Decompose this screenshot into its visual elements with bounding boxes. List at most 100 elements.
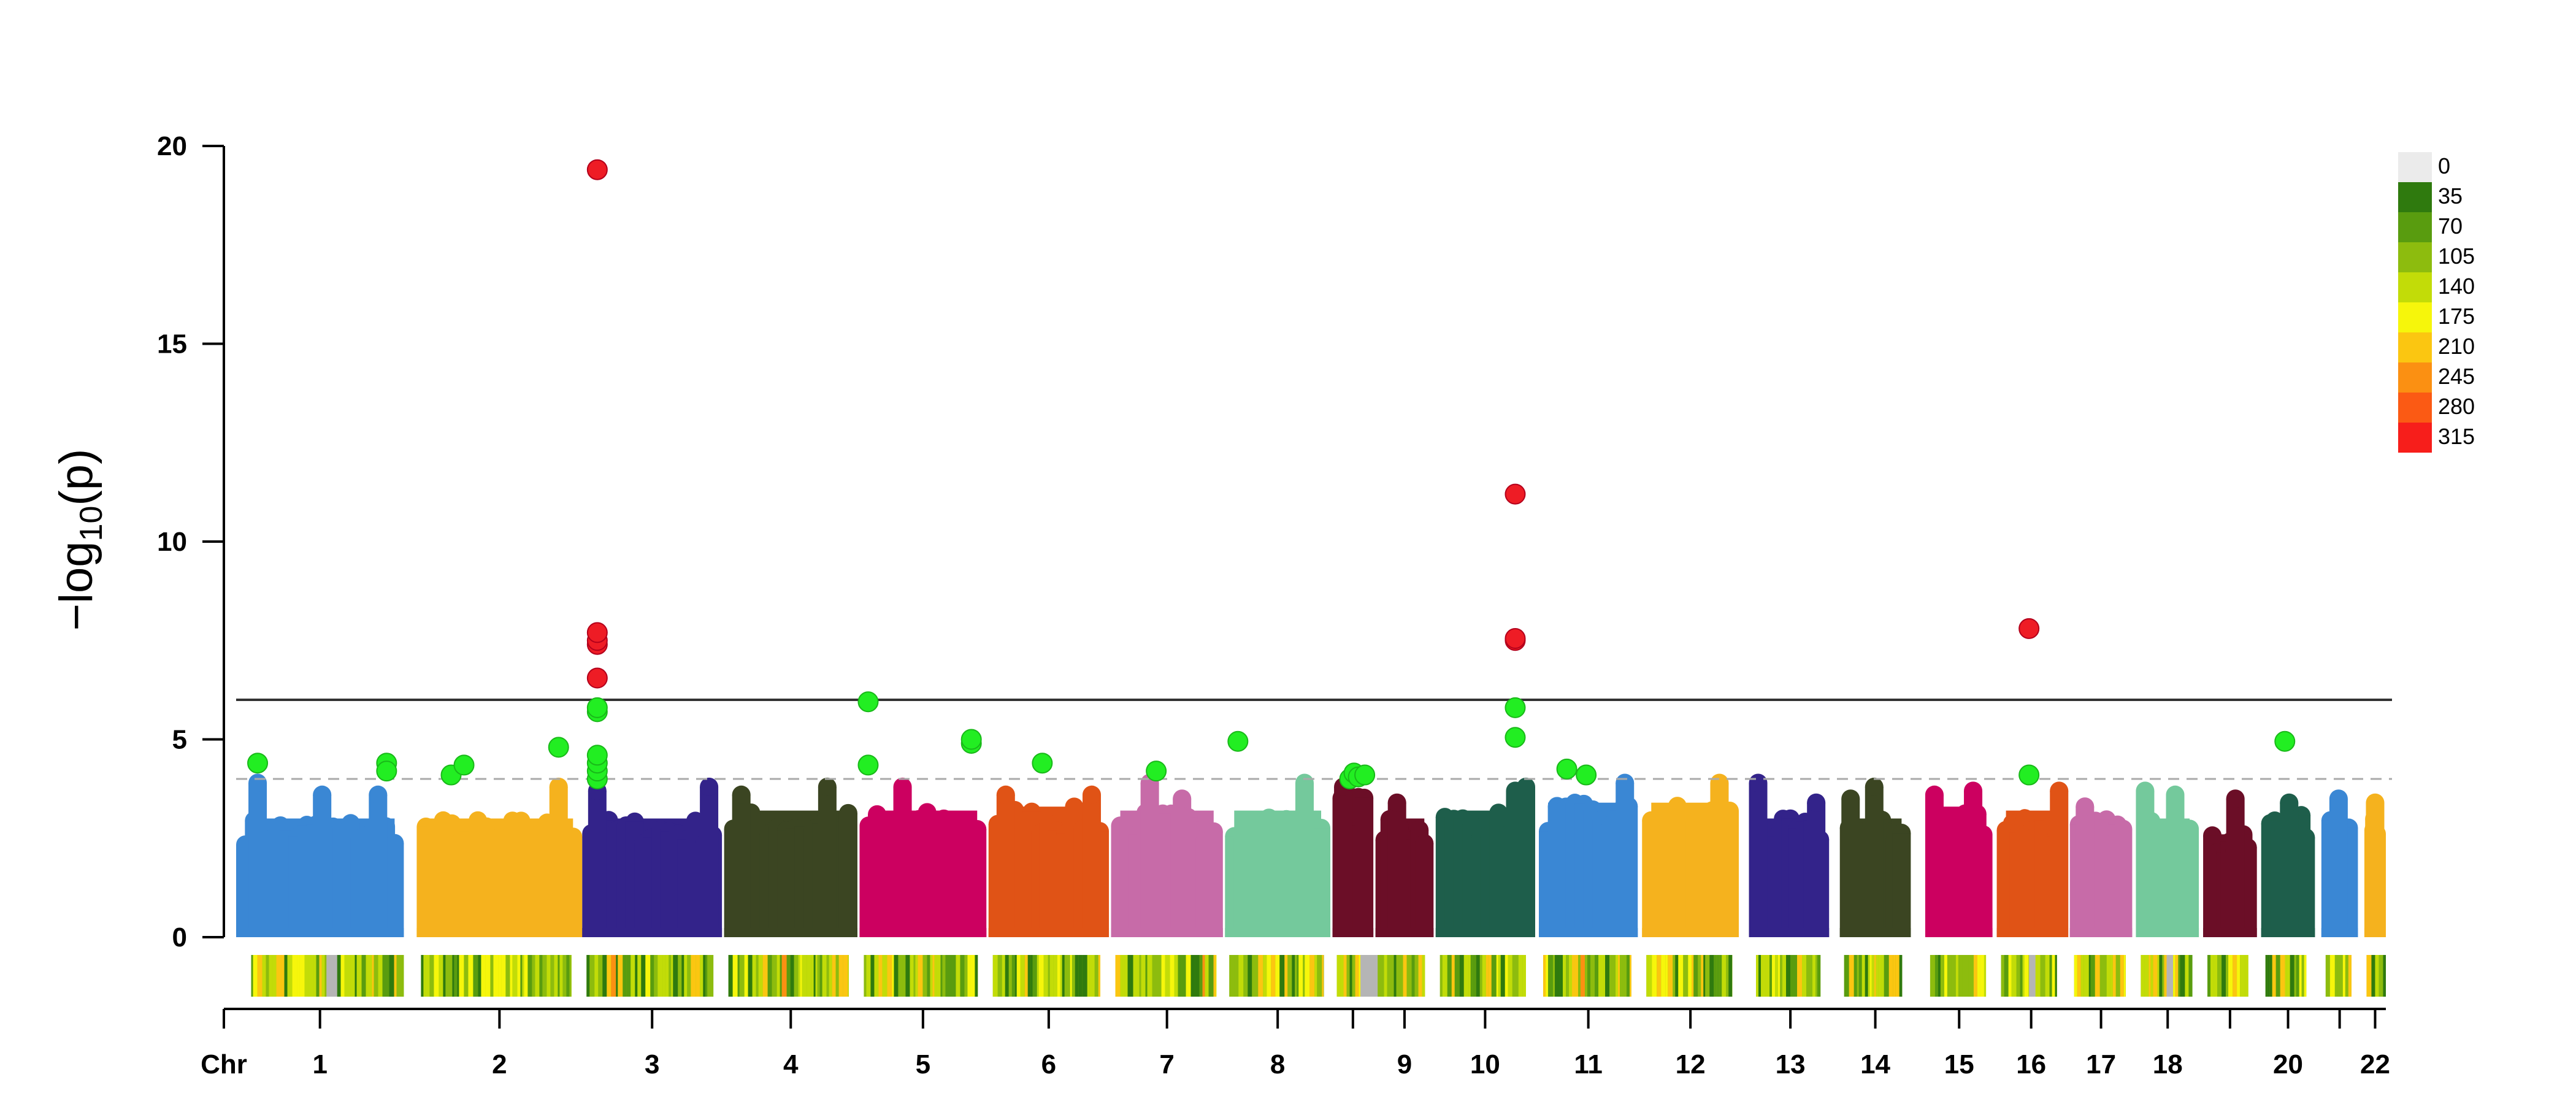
density-cell bbox=[1053, 955, 1057, 997]
density-cell bbox=[800, 955, 802, 997]
density-cell bbox=[367, 955, 372, 997]
snp-point bbox=[1749, 773, 1768, 792]
density-cell bbox=[2004, 955, 2009, 997]
peak-column bbox=[818, 786, 837, 937]
density-cell bbox=[1346, 955, 1350, 997]
x-tick-label: 3 bbox=[645, 1049, 659, 1079]
legend-swatch bbox=[2398, 152, 2432, 182]
snp-point bbox=[818, 777, 837, 796]
density-cell bbox=[1403, 955, 1407, 997]
density-cell bbox=[1234, 955, 1239, 997]
density-cell bbox=[1815, 955, 1818, 997]
density-cell bbox=[425, 955, 430, 997]
density-cell bbox=[967, 955, 971, 997]
snp-point bbox=[700, 777, 719, 796]
density-cell bbox=[1673, 955, 1676, 997]
density-cell bbox=[2178, 955, 2180, 997]
density-cell bbox=[802, 955, 807, 997]
x-axis-prefix-label: Chr bbox=[201, 1049, 247, 1079]
density-cell bbox=[1075, 955, 1079, 997]
density-cell bbox=[798, 955, 800, 997]
density-cell bbox=[2337, 955, 2343, 997]
density-cell bbox=[1728, 955, 1733, 997]
suggestive-snp-point bbox=[586, 745, 608, 766]
density-gap bbox=[2029, 955, 2036, 997]
suggestive-snp-point bbox=[1576, 764, 1597, 786]
density-cell bbox=[1064, 955, 1067, 997]
density-cell bbox=[2375, 955, 2379, 997]
significant-snp-point bbox=[586, 667, 608, 689]
density-cell bbox=[1518, 955, 1523, 997]
density-cell bbox=[1665, 955, 1668, 997]
chromosome-15 bbox=[1925, 781, 1993, 937]
density-cell bbox=[1780, 955, 1783, 997]
baseline-fill bbox=[859, 928, 987, 937]
density-cell bbox=[2090, 955, 2095, 997]
density-cell bbox=[594, 955, 599, 997]
density-cell bbox=[592, 955, 595, 997]
density-cell bbox=[1938, 955, 1941, 997]
density-cell bbox=[1248, 955, 1252, 997]
density-cell bbox=[2233, 955, 2237, 997]
density-cell bbox=[728, 955, 733, 997]
density-cell bbox=[1186, 955, 1188, 997]
y-axis-label-subscript: 10 bbox=[74, 506, 109, 542]
peak-column bbox=[588, 791, 607, 937]
density-cell bbox=[767, 955, 772, 997]
density-cell bbox=[1243, 955, 1248, 997]
density-cell bbox=[522, 955, 524, 997]
peak-column bbox=[549, 786, 568, 937]
density-cell bbox=[691, 955, 696, 997]
density-cell bbox=[1678, 955, 1684, 997]
x-tick-label: 2 bbox=[492, 1049, 507, 1079]
density-cell bbox=[942, 955, 946, 997]
density-cell bbox=[473, 955, 478, 997]
peak-column bbox=[996, 794, 1015, 937]
density-strip bbox=[1439, 955, 1526, 997]
density-cell bbox=[1229, 955, 1235, 997]
density-cell bbox=[546, 955, 551, 997]
density-cell bbox=[930, 955, 933, 997]
x-tick-label: 7 bbox=[1159, 1049, 1174, 1079]
density-cell bbox=[1305, 955, 1310, 997]
legend-swatch bbox=[2398, 242, 2432, 272]
suggestive-snp-point bbox=[247, 753, 269, 774]
density-cell bbox=[2285, 955, 2287, 997]
legend-swatch bbox=[2398, 182, 2432, 212]
suggestive-snp-point bbox=[586, 697, 608, 718]
density-cell bbox=[1934, 955, 1938, 997]
density-cell bbox=[744, 955, 748, 997]
density-cell bbox=[1295, 955, 1297, 997]
chromosome-11 bbox=[1539, 773, 1638, 937]
x-tick-label: 20 bbox=[2273, 1049, 2303, 1079]
density-cell bbox=[773, 955, 777, 997]
density-cell bbox=[1616, 955, 1619, 997]
peak-column bbox=[1616, 783, 1635, 937]
density-cell bbox=[1955, 955, 1958, 997]
density-cell bbox=[1958, 955, 1963, 997]
density-cell bbox=[1668, 955, 1673, 997]
baseline-fill bbox=[2203, 928, 2257, 937]
legend-swatch bbox=[2398, 393, 2432, 423]
density-cell bbox=[1888, 955, 1893, 997]
density-cell bbox=[1082, 955, 1087, 997]
x-tick-label: 17 bbox=[2086, 1049, 2116, 1079]
density-cell bbox=[1947, 955, 1952, 997]
density-cell bbox=[1190, 955, 1195, 997]
density-cell bbox=[1505, 955, 1508, 997]
density-cell bbox=[882, 955, 887, 997]
density-cell bbox=[887, 955, 892, 997]
snp-density-strips bbox=[251, 955, 2386, 997]
peak-column bbox=[1925, 794, 1944, 937]
density-cell bbox=[1463, 955, 1469, 997]
density-cell bbox=[1202, 955, 1205, 997]
x-tick-label: 13 bbox=[1776, 1049, 1806, 1079]
chromosome-segment-21 bbox=[2321, 789, 2358, 937]
legend-swatch bbox=[2398, 362, 2432, 393]
suggestive-snp-point bbox=[2018, 764, 2040, 786]
baseline-fill bbox=[416, 928, 583, 937]
density-cell bbox=[374, 955, 378, 997]
density-cell bbox=[1793, 955, 1798, 997]
legend-label: 35 bbox=[2438, 183, 2463, 209]
density-cell bbox=[1944, 955, 1947, 997]
